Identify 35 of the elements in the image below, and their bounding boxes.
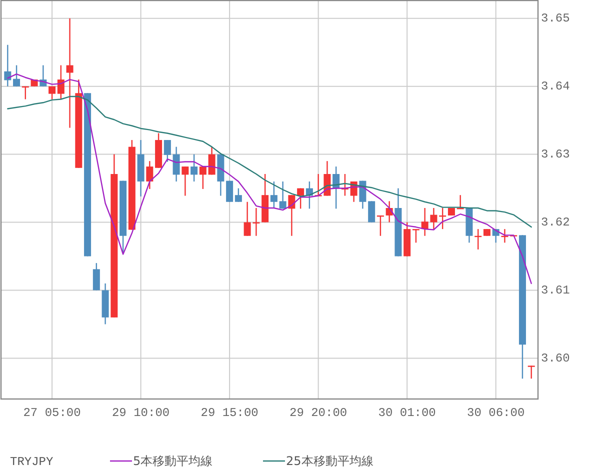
candlestick	[182, 166, 189, 196]
candlestick	[92, 262, 100, 291]
candlestick	[234, 188, 242, 202]
candlestick	[199, 166, 206, 190]
x-tick-label: 27 05:00	[23, 406, 81, 420]
legend-label: 25本移動平均線	[286, 454, 374, 468]
candlestick	[13, 64, 20, 87]
candlestick	[226, 180, 234, 202]
candlestick	[146, 160, 154, 190]
y-tick-label: 3.64	[541, 79, 570, 94]
y-tick-label: 3.60	[541, 351, 570, 366]
x-tick-label: 30 01:00	[378, 406, 436, 420]
x-tick-label: 29 15:00	[200, 406, 258, 420]
candlestick	[190, 154, 198, 182]
candlestick	[528, 365, 535, 380]
candlestick	[279, 180, 286, 210]
x-tick-label: 30 06:00	[467, 406, 525, 420]
candlestick	[208, 146, 216, 176]
y-tick-label: 3.61	[541, 283, 570, 298]
candlestick	[172, 146, 180, 182]
y-tick-label: 3.63	[541, 147, 570, 162]
candlestick	[368, 200, 376, 223]
candlestick	[48, 86, 56, 100]
y-tick-label: 3.62	[541, 215, 570, 230]
legend-label: 5本移動平均線	[133, 454, 213, 468]
candlestick	[270, 180, 278, 209]
x-tick-label: 29 20:00	[290, 406, 348, 420]
x-tick-label: 29 10:00	[112, 406, 170, 420]
candlestick	[297, 188, 304, 210]
candlestick	[66, 18, 74, 128]
y-tick-label: 3.65	[541, 12, 570, 26]
candlestick	[57, 64, 64, 100]
candlestick	[412, 228, 420, 244]
text: TRYJPY	[10, 455, 54, 469]
candlestick	[164, 139, 171, 162]
